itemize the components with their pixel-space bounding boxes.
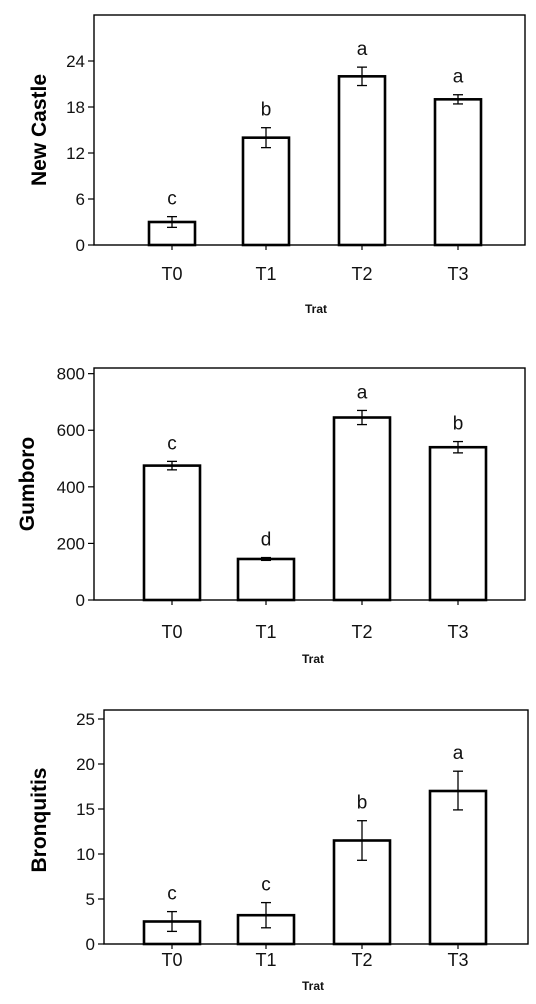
bar-t2	[337, 75, 387, 247]
bar-t3	[428, 445, 488, 602]
panel-gumboro: Gumboro Trat 0 200 400 600 800 c T0 d T1 a T2 b T3	[16, 365, 526, 666]
y-tick-label: 200	[57, 534, 85, 553]
y-axis-label: Gumboro	[16, 437, 39, 532]
bar-t0	[142, 464, 202, 602]
y-tick-label: 6	[76, 190, 85, 209]
y-tick-label: 10	[76, 845, 95, 864]
x-tick-label: T0	[161, 264, 182, 284]
y-tick-label: 800	[57, 365, 85, 384]
significance-letter: d	[261, 530, 272, 551]
bar-t2	[332, 416, 392, 602]
x-tick-label: T3	[447, 950, 468, 970]
panel-new-castle: New Castle Trat 0 6 12 18 24 c T0 b T1 a T2 a T3	[28, 14, 526, 316]
x-tick-label: T3	[447, 264, 468, 284]
x-axis-label: Trat	[302, 652, 324, 666]
significance-letter: b	[453, 414, 464, 435]
x-tick-label: T2	[351, 622, 372, 642]
significance-letter: c	[167, 189, 177, 210]
x-tick-label: T2	[351, 264, 372, 284]
chart-marks: 0 200 400 600 800 c T0 d T1 a T2 b T3	[57, 365, 488, 642]
x-tick-label: T0	[161, 950, 182, 970]
significance-letter: a	[453, 743, 464, 764]
plot-frame	[103, 709, 529, 945]
x-axis-label: Trat	[305, 302, 327, 316]
plot-frame	[93, 367, 526, 601]
x-tick-label: T1	[255, 264, 276, 284]
significance-letter: c	[167, 433, 177, 454]
bar-t1	[236, 557, 296, 602]
chart-marks: 0 5 10 15 20 25 c T0 c T1 b T2 a T3	[76, 710, 488, 970]
x-axis-label: Trat	[302, 979, 324, 993]
bar-t3	[428, 789, 488, 946]
y-axis-label: Bronquitis	[28, 768, 51, 873]
significance-letter: a	[453, 67, 464, 88]
x-tick-label: T1	[255, 950, 276, 970]
y-tick-label: 5	[86, 890, 95, 909]
y-tick-label: 400	[57, 478, 85, 497]
plot-frame	[93, 14, 526, 246]
y-tick-label: 18	[66, 98, 85, 117]
y-tick-label: 24	[66, 52, 85, 71]
x-tick-label: T2	[351, 950, 372, 970]
significance-letter: c	[261, 875, 271, 896]
y-tick-label: 0	[76, 236, 85, 255]
y-tick-label: 25	[76, 710, 95, 729]
significance-letter: c	[167, 884, 177, 905]
y-tick-label: 15	[76, 800, 95, 819]
panel-bronquitis: Bronquitis Trat 0 5 10 15 20 25 c T0 c T1 b T2 a T3	[28, 709, 529, 993]
significance-letter: b	[357, 793, 368, 814]
significance-letter: a	[357, 382, 368, 403]
y-tick-label: 0	[86, 935, 95, 954]
chart-marks: 0 6 12 18 24 c T0 b T1 a T2 a T3	[66, 39, 483, 284]
x-tick-label: T3	[447, 622, 468, 642]
significance-letter: a	[357, 39, 368, 60]
y-tick-label: 20	[76, 755, 95, 774]
x-tick-label: T0	[161, 622, 182, 642]
y-tick-label: 600	[57, 421, 85, 440]
y-axis-label: New Castle	[28, 74, 51, 186]
x-tick-label: T1	[255, 622, 276, 642]
significance-letter: b	[261, 100, 272, 121]
bar-t1	[241, 136, 291, 247]
y-tick-label: 12	[66, 144, 85, 163]
y-tick-label: 0	[76, 591, 85, 610]
bar-t3	[433, 98, 483, 247]
